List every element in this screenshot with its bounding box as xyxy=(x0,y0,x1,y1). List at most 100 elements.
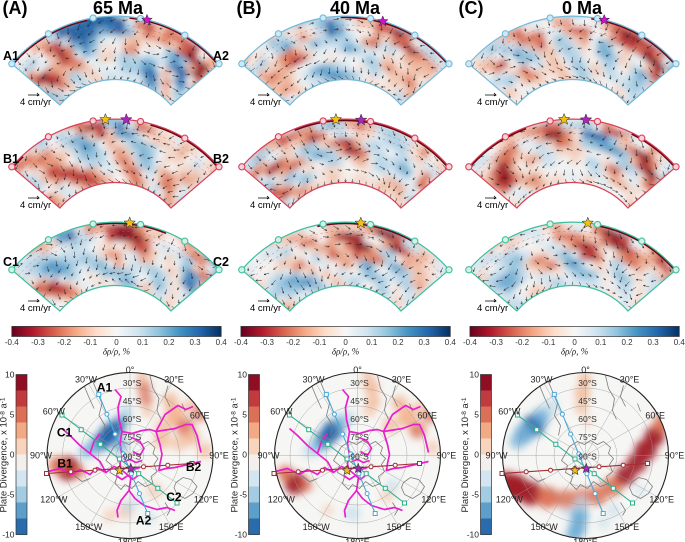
svg-text:60°W: 60°W xyxy=(270,407,293,417)
svg-text:150°E: 150°E xyxy=(614,522,639,532)
svg-text:0.2: 0.2 xyxy=(392,338,404,347)
svg-text:δρ/ρ, %: δρ/ρ, % xyxy=(103,347,130,357)
svg-text:-0.1: -0.1 xyxy=(542,338,556,347)
svg-text:-0.4: -0.4 xyxy=(463,338,477,347)
svg-text:120°E: 120°E xyxy=(421,495,446,505)
svg-text:Plate Divergence, x 10-8 a-1: Plate Divergence, x 10-8 a-1 xyxy=(460,397,471,512)
svg-text:0.2: 0.2 xyxy=(621,338,633,347)
svg-text:Plate Divergence, x 10-8 a-1: Plate Divergence, x 10-8 a-1 xyxy=(230,397,241,512)
svg-text:-10: -10 xyxy=(467,530,480,540)
svg-text:4 cm/yr: 4 cm/yr xyxy=(20,97,51,108)
svg-text:0.3: 0.3 xyxy=(189,338,201,347)
svg-text:4 cm/yr: 4 cm/yr xyxy=(20,303,51,314)
svg-text:10: 10 xyxy=(470,370,480,380)
svg-text:40 Ma: 40 Ma xyxy=(330,0,381,18)
svg-text:0: 0 xyxy=(114,338,119,347)
svg-text:90°E: 90°E xyxy=(665,451,685,461)
svg-text:150°E: 150°E xyxy=(386,522,411,532)
svg-text:60°E: 60°E xyxy=(190,410,210,420)
svg-text:B1: B1 xyxy=(57,457,73,471)
svg-text:60°E: 60°E xyxy=(645,410,665,420)
svg-text:0.3: 0.3 xyxy=(419,338,431,347)
svg-text:δρ/ρ, %: δρ/ρ, % xyxy=(332,347,359,357)
svg-text:δρ/ρ, %: δρ/ρ, % xyxy=(561,347,588,357)
svg-text:180°E: 180°E xyxy=(345,537,370,542)
svg-text:-5: -5 xyxy=(471,490,479,500)
svg-text:0 Ma: 0 Ma xyxy=(562,0,603,18)
svg-text:10: 10 xyxy=(238,370,248,380)
svg-text:150°W: 150°W xyxy=(531,522,559,532)
svg-text:45°S: 45°S xyxy=(123,396,142,406)
svg-text:65 Ma: 65 Ma xyxy=(93,0,144,18)
svg-text:B1: B1 xyxy=(3,152,19,166)
svg-text:-5: -5 xyxy=(239,490,247,500)
svg-text:C1: C1 xyxy=(3,255,19,269)
svg-text:150°E: 150°E xyxy=(159,522,184,532)
svg-text:30°S: 30°S xyxy=(123,378,142,388)
svg-text:-0.3: -0.3 xyxy=(260,338,274,347)
svg-text:60°W: 60°W xyxy=(498,407,521,417)
svg-text:90°W: 90°W xyxy=(485,451,508,461)
svg-text:30°W: 30°W xyxy=(75,375,98,385)
svg-text:-0.1: -0.1 xyxy=(313,338,327,347)
svg-text:-0.1: -0.1 xyxy=(83,338,97,347)
svg-text:30°E: 30°E xyxy=(164,375,184,385)
svg-text:0: 0 xyxy=(10,450,15,460)
svg-text:-0.4: -0.4 xyxy=(234,338,248,347)
svg-text:10: 10 xyxy=(5,370,15,380)
svg-text:-0.2: -0.2 xyxy=(57,338,71,347)
svg-text:(A): (A) xyxy=(3,0,28,18)
svg-text:30°W: 30°W xyxy=(302,375,325,385)
svg-text:150°W: 150°W xyxy=(303,522,331,532)
svg-text:B2: B2 xyxy=(186,460,202,474)
svg-text:120°W: 120°W xyxy=(40,495,68,505)
svg-text:A2: A2 xyxy=(213,49,229,63)
svg-text:5: 5 xyxy=(474,410,479,420)
svg-text:A1: A1 xyxy=(3,49,19,63)
svg-text:90°E: 90°E xyxy=(437,451,457,461)
svg-text:120°W: 120°W xyxy=(496,495,524,505)
svg-text:0.3: 0.3 xyxy=(648,338,660,347)
svg-text:-5: -5 xyxy=(7,490,15,500)
svg-text:-10: -10 xyxy=(235,530,248,540)
svg-text:180°E: 180°E xyxy=(573,537,598,542)
svg-text:0: 0 xyxy=(343,338,348,347)
svg-text:0.2: 0.2 xyxy=(163,338,175,347)
svg-text:-0.2: -0.2 xyxy=(286,338,300,347)
svg-text:30°S: 30°S xyxy=(578,378,597,388)
svg-text:90°W: 90°W xyxy=(257,451,280,461)
svg-text:-0.4: -0.4 xyxy=(5,338,19,347)
svg-text:0.4: 0.4 xyxy=(445,338,457,347)
svg-text:0°: 0° xyxy=(353,365,362,375)
svg-text:Plate Divergence, x 10-8 a-1: Plate Divergence, x 10-8 a-1 xyxy=(0,397,10,512)
svg-text:B2: B2 xyxy=(213,152,229,166)
svg-text:4 cm/yr: 4 cm/yr xyxy=(477,303,508,314)
svg-text:4 cm/yr: 4 cm/yr xyxy=(250,97,281,108)
svg-text:90°S: 90°S xyxy=(350,452,369,462)
svg-text:4 cm/yr: 4 cm/yr xyxy=(477,200,508,211)
svg-text:0°: 0° xyxy=(581,365,590,375)
svg-text:(B): (B) xyxy=(237,0,262,18)
svg-text:4 cm/yr: 4 cm/yr xyxy=(477,97,508,108)
svg-text:0.1: 0.1 xyxy=(595,338,607,347)
svg-text:0: 0 xyxy=(572,338,577,347)
svg-text:0: 0 xyxy=(242,450,247,460)
svg-text:30°E: 30°E xyxy=(620,375,640,385)
svg-text:0.4: 0.4 xyxy=(216,338,228,347)
svg-text:90°E: 90°E xyxy=(209,451,229,461)
svg-text:120°E: 120°E xyxy=(649,495,674,505)
svg-text:4 cm/yr: 4 cm/yr xyxy=(250,303,281,314)
svg-text:180°E: 180°E xyxy=(118,537,143,542)
svg-text:-0.3: -0.3 xyxy=(489,338,503,347)
svg-text:75°S: 75°S xyxy=(578,432,597,442)
svg-text:0°: 0° xyxy=(126,365,135,375)
svg-text:C2: C2 xyxy=(166,490,182,504)
svg-text:90°S: 90°S xyxy=(578,452,597,462)
svg-text:75°S: 75°S xyxy=(350,432,369,442)
svg-text:30°E: 30°E xyxy=(392,375,412,385)
svg-text:0.1: 0.1 xyxy=(137,338,149,347)
svg-text:0.4: 0.4 xyxy=(674,338,685,347)
svg-text:60°S: 60°S xyxy=(123,414,142,424)
svg-text:A1: A1 xyxy=(97,381,113,395)
svg-text:5: 5 xyxy=(10,410,15,420)
